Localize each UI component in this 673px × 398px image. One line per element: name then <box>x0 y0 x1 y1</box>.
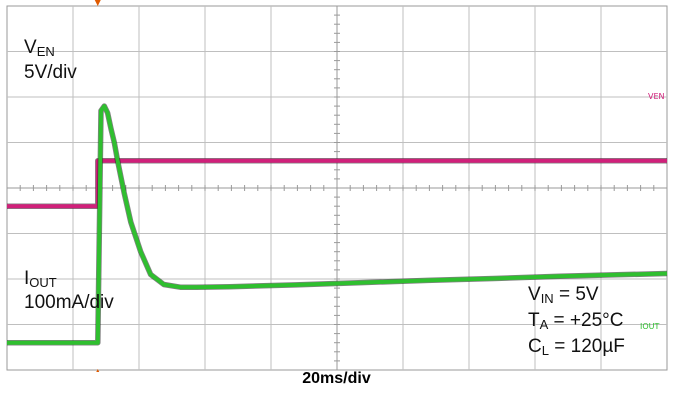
iout-scale-label: 100mA/div <box>24 292 114 313</box>
trigger-marker-top <box>94 0 101 6</box>
iout-trace <box>7 104 668 345</box>
condition-vin: VIN = 5V <box>528 284 599 306</box>
ven-label: VEN <box>24 37 55 59</box>
oscilloscope-screen <box>6 0 668 372</box>
trigger-marker-bottom <box>96 369 100 372</box>
condition-ta: TA = +25°C <box>528 310 624 332</box>
ven-channel-tag: VEN <box>648 92 665 101</box>
condition-cl: CL = 120µF <box>528 336 625 358</box>
iout-label: IOUT <box>24 268 57 290</box>
iout-channel-tag: IOUT <box>640 322 660 331</box>
time-scale-label: 20ms/div <box>302 370 371 387</box>
ven-scale-label: 5V/div <box>24 62 77 83</box>
